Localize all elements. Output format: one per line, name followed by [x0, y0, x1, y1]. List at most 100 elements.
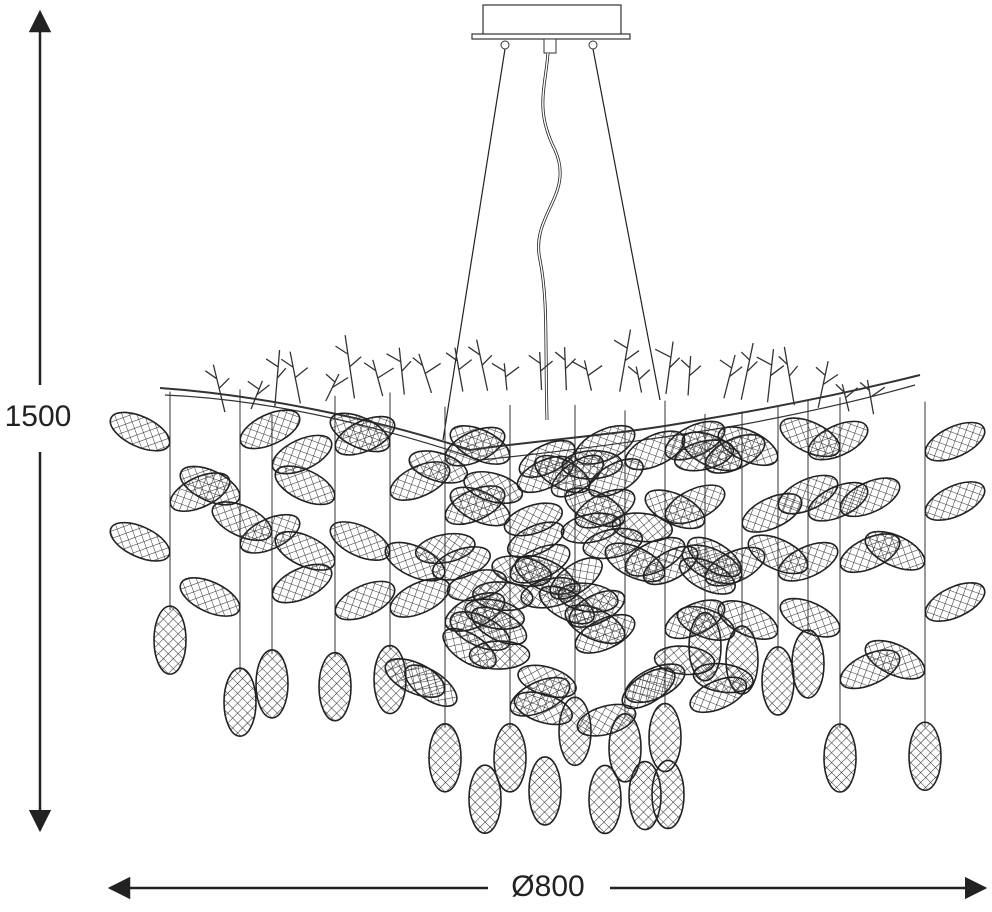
wire-hook: [588, 40, 598, 50]
leaf: [179, 465, 241, 506]
twig: [740, 342, 758, 400]
diameter-label: Ø800: [511, 870, 584, 903]
branches: [159, 329, 921, 461]
leaf: [717, 600, 779, 640]
twig: [325, 373, 349, 402]
leaf: [791, 629, 825, 699]
leaf: [271, 434, 333, 475]
leaf: [179, 576, 241, 617]
leaf: [503, 502, 564, 537]
height-dimension: 1500: [5, 9, 72, 833]
height-label: 1500: [5, 400, 72, 433]
leaf: [109, 411, 171, 452]
leaf: [211, 501, 273, 542]
leaf: [491, 555, 552, 587]
leaf: [717, 426, 779, 467]
twig: [363, 359, 395, 397]
leaf: [442, 627, 497, 670]
leaf: [864, 530, 926, 571]
cable-grip: [543, 38, 557, 54]
leaf: [428, 722, 462, 793]
canopy-box: [482, 4, 622, 36]
leaf: [779, 417, 841, 458]
leaf: [549, 556, 603, 600]
twig: [247, 380, 270, 410]
leaf: [678, 557, 736, 595]
leaf: [653, 645, 716, 676]
leaf: [576, 703, 637, 737]
twig: [613, 329, 640, 392]
leaf: [463, 470, 524, 505]
leaf: [642, 545, 699, 586]
leaf: [689, 676, 748, 714]
leaf: [464, 598, 525, 630]
twig: [280, 351, 309, 404]
leaf: [414, 532, 476, 565]
diameter-dimension: Ø800: [107, 870, 988, 903]
leaf: [747, 534, 809, 575]
leaf: [839, 477, 901, 518]
twig: [528, 351, 554, 391]
leaf: [318, 651, 352, 722]
leaf: [528, 756, 562, 826]
leaf: [493, 723, 527, 793]
power-cable-inner: [537, 52, 561, 421]
twig: [335, 335, 362, 399]
leaf: [676, 605, 736, 641]
leaf: [582, 527, 644, 560]
leaf: [651, 759, 685, 830]
leaf: [449, 424, 511, 465]
leaf: [153, 605, 187, 675]
twig: [859, 379, 886, 415]
twig: [445, 347, 473, 392]
twig: [467, 339, 493, 391]
branch: [159, 374, 921, 452]
leaf: [334, 580, 396, 621]
leaf: [239, 409, 301, 450]
leaf: [587, 458, 644, 498]
leaf: [274, 465, 336, 506]
twig: [554, 347, 577, 391]
twig: [627, 365, 651, 393]
twig: [654, 341, 681, 395]
leaves: [109, 389, 986, 835]
leaf: [513, 691, 574, 726]
canopy-plate: [471, 33, 631, 40]
leaf: [924, 582, 986, 622]
leaf: [823, 723, 857, 793]
branch: [164, 384, 916, 461]
twig: [778, 346, 799, 406]
twig: [204, 364, 230, 413]
twig: [815, 361, 839, 408]
twig: [680, 356, 702, 396]
leaf: [673, 439, 735, 472]
leaf: [109, 521, 171, 562]
leaf: [223, 667, 257, 737]
leaf: [255, 649, 289, 719]
twig: [412, 353, 441, 394]
leaf: [329, 412, 391, 453]
leaf: [550, 454, 605, 498]
leaf: [864, 639, 926, 680]
suspension-wire: [442, 48, 506, 441]
leaf: [468, 764, 502, 835]
leaf: [779, 597, 841, 638]
leaf: [908, 721, 942, 792]
leaf: [389, 577, 451, 618]
twig: [491, 362, 520, 391]
leaf: [588, 764, 622, 835]
twig: [265, 349, 287, 407]
leaf: [271, 563, 333, 604]
twig: [756, 348, 785, 403]
canopy: [442, 4, 661, 441]
leaf: [274, 530, 336, 571]
power-cable: [537, 52, 562, 421]
twig: [386, 347, 412, 395]
twig: [719, 354, 743, 399]
twig: [835, 383, 858, 412]
suspension-wire: [592, 48, 661, 401]
leaf: [924, 421, 986, 462]
leaf: [924, 481, 986, 522]
